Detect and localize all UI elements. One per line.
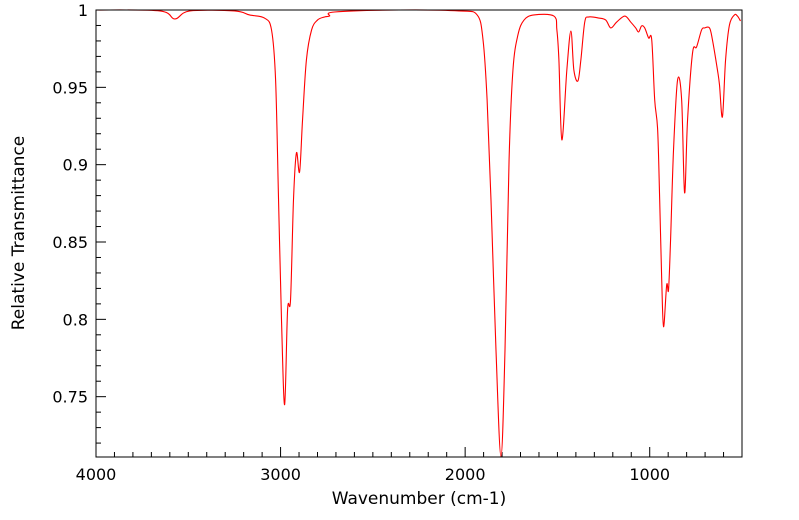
series-line-spectrum — [95, 9, 741, 458]
x-tick-label: 3000 — [260, 465, 301, 484]
y-tick-label: 1 — [78, 1, 88, 20]
x-tick-label: 4000 — [76, 465, 117, 484]
x-tick-label: 1000 — [629, 465, 670, 484]
y-tick-label: 0.85 — [52, 233, 88, 252]
y-tick-label: 0.95 — [52, 78, 88, 97]
x-axis-label: Wavenumber (cm-1) — [332, 489, 507, 509]
plot-frame — [95, 9, 743, 458]
y-axis-label: Relative Transmittance — [9, 136, 29, 331]
x-tick-label: 2000 — [445, 465, 486, 484]
y-tick-label: 0.9 — [63, 156, 88, 175]
y-tick-label: 0.75 — [52, 388, 88, 407]
y-tick-label: 0.8 — [63, 310, 88, 329]
